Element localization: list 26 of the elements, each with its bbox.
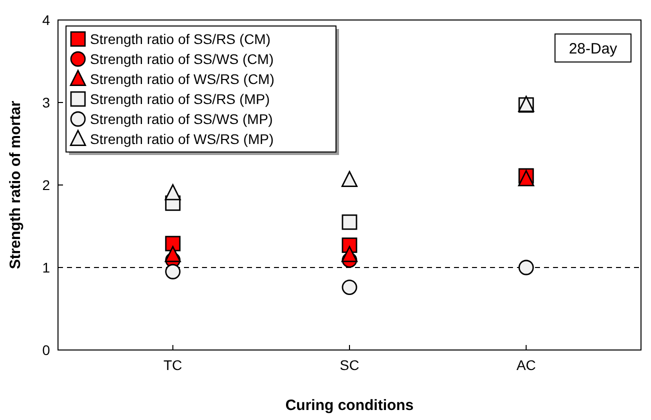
point: [341, 246, 358, 262]
legend-label: Strength ratio of SS/RS (MP): [90, 90, 270, 107]
point: [165, 264, 181, 280]
legend-label: Strength ratio of SS/RS (CM): [90, 30, 271, 47]
legend-label: Strength ratio of WS/RS (CM): [90, 70, 274, 87]
y-tick-label: 4: [42, 12, 50, 28]
legend-label: Strength ratio of SS/WS (CM): [90, 50, 274, 67]
point: [165, 236, 181, 252]
point: [518, 260, 534, 276]
x-axis-title: Curing conditions: [285, 397, 414, 414]
point: [341, 170, 358, 188]
legend-label: Strength ratio of WS/RS (MP): [90, 130, 274, 147]
x-tick-label: TC: [163, 357, 182, 373]
x-tick-label: SC: [340, 357, 360, 373]
y-tick-label: 3: [42, 94, 50, 110]
y-tick-label: 2: [42, 176, 50, 193]
y-tick-label: 0: [42, 342, 50, 358]
annotation: 28-Day: [568, 40, 618, 58]
legend-label: Strength ratio of SS/WS (MP): [90, 110, 273, 127]
point: [342, 214, 358, 230]
x-tick-label: AC: [516, 357, 536, 373]
y-axis-title: Strength ratio of mortar: [7, 100, 24, 270]
point: [164, 184, 181, 200]
y-tick-label: 1: [42, 259, 50, 276]
point: [342, 280, 358, 295]
point: [164, 246, 181, 262]
